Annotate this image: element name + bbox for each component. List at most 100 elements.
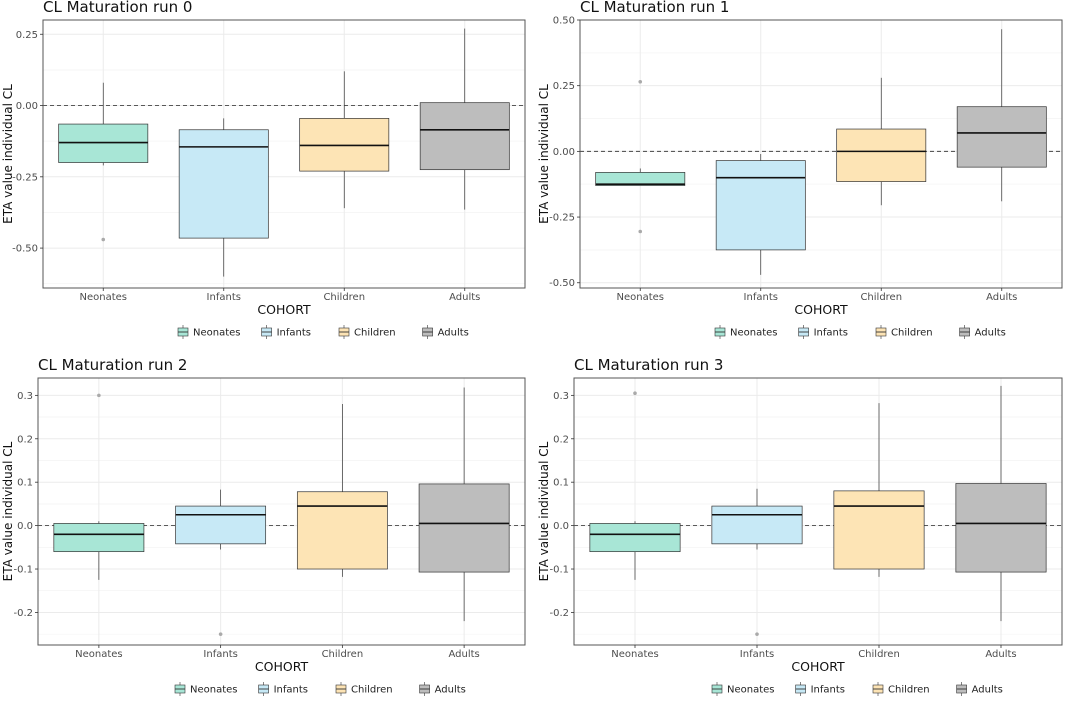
panel-border <box>573 377 1063 646</box>
legend: Neonates Infants Children Adults <box>177 325 469 339</box>
box-iqr <box>836 128 927 182</box>
legend-label: Adults <box>435 685 466 696</box>
y-axis-title: ETA value individual CL <box>1 441 15 581</box>
legend-label: Neonates <box>190 685 238 696</box>
panel-2: CL Maturation run 2 0.3 0.2 0.1 0.0 -0.1 -0.2 N… <box>1 356 526 696</box>
y-axis-title: ETA value individual CL <box>537 441 551 581</box>
box-infants <box>715 154 806 275</box>
box-iqr <box>833 490 925 570</box>
box-iqr <box>53 523 145 553</box>
y-axis-title: ETA value individual CL <box>537 84 551 224</box>
x-tick-label: Infants <box>207 292 241 303</box>
box-infants <box>178 118 269 277</box>
box-neonates <box>595 79 686 234</box>
panel-border <box>579 19 1063 289</box>
y-tick-label: 0.25 <box>16 30 38 41</box>
y-tick-label: -0.2 <box>13 608 33 619</box>
outlier-point <box>97 393 101 398</box>
legend-item-neonates: Neonates <box>711 682 775 696</box>
x-axis-title: COHORT <box>257 302 311 317</box>
x-tick-label: Children <box>322 649 364 660</box>
box-children <box>299 71 390 209</box>
panel-title: CL Maturation run 2 <box>38 356 187 374</box>
legend-item-adults: Adults <box>956 682 1003 696</box>
legend-item-adults: Adults <box>422 325 469 339</box>
outlier-point <box>638 79 643 84</box>
y-tick-label: 0.3 <box>17 391 33 402</box>
x-tick-label: Adults <box>986 292 1017 303</box>
y-tick-label: 0.00 <box>553 147 575 158</box>
box-iqr <box>419 102 510 171</box>
legend-label: Neonates <box>193 328 241 339</box>
legend-label: Adults <box>972 685 1003 696</box>
legend-label: Children <box>351 685 393 696</box>
legend-item-infants: Infants <box>795 682 845 696</box>
legend-item-neonates: Neonates <box>177 325 241 339</box>
outlier-point <box>638 229 643 234</box>
panel-border <box>42 19 526 289</box>
legend-label: Infants <box>277 328 311 339</box>
legend-item-infants: Infants <box>798 325 848 339</box>
legend: Neonates Infants Children Adults <box>711 682 1003 696</box>
x-tick-label: Infants <box>744 292 778 303</box>
box-infants <box>175 489 267 636</box>
legend-item-infants: Infants <box>261 325 311 339</box>
y-tick-label: 0.25 <box>553 81 575 92</box>
legend-label: Children <box>888 685 930 696</box>
y-tick-label: -0.2 <box>549 608 569 619</box>
legend-item-children: Children <box>875 325 933 339</box>
x-tick-label: Children <box>858 649 900 660</box>
outlier-point <box>755 632 759 636</box>
panel-title: CL Maturation run 0 <box>43 0 192 16</box>
x-axis-title: COHORT <box>794 302 848 317</box>
panel-title: CL Maturation run 1 <box>580 0 729 16</box>
outlier-point <box>218 632 223 636</box>
legend-item-neonates: Neonates <box>174 682 238 696</box>
box-adults <box>956 29 1047 202</box>
legend-label: Children <box>891 328 933 339</box>
y-tick-label: 0.0 <box>17 521 33 532</box>
legend-label: Infants <box>811 685 845 696</box>
legend-label: Infants <box>274 685 308 696</box>
y-tick-label: 0.50 <box>553 16 575 27</box>
x-tick-label: Children <box>323 292 365 303</box>
panel-title: CL Maturation run 3 <box>574 356 723 374</box>
legend: Neonates Infants Children Adults <box>714 325 1006 339</box>
box-iqr <box>955 483 1047 573</box>
legend-label: Children <box>354 328 396 339</box>
box-neonates <box>53 393 145 580</box>
panel-3: CL Maturation run 3 0.3 0.2 0.1 0.0 -0.1 -0.2 N… <box>537 356 1063 696</box>
panel-border <box>37 377 526 646</box>
outlier-point <box>633 391 637 395</box>
box-iqr <box>418 483 510 573</box>
box-iqr <box>595 172 686 186</box>
panel-1: CL Maturation run 1 0.50 0.25 0.00 -0.25 -0.5… <box>537 0 1063 339</box>
x-tick-label: Adults <box>449 292 480 303</box>
x-tick-label: Adults <box>985 649 1016 660</box>
box-neonates <box>58 82 149 242</box>
legend-label: Neonates <box>730 328 778 339</box>
y-tick-label: 0.00 <box>16 101 38 112</box>
x-tick-label: Infants <box>740 649 774 660</box>
legend-item-adults: Adults <box>419 682 466 696</box>
box-iqr <box>956 106 1047 168</box>
y-tick-label: -0.25 <box>549 213 575 224</box>
box-iqr <box>589 523 681 553</box>
y-tick-label: 0.2 <box>17 434 33 445</box>
y-tick-label: -0.50 <box>12 244 38 255</box>
legend-item-children: Children <box>872 682 930 696</box>
box-adults <box>419 28 510 210</box>
y-tick-label: -0.1 <box>549 565 569 576</box>
y-tick-label: -0.25 <box>12 172 38 183</box>
box-adults <box>955 385 1047 622</box>
x-tick-label: Children <box>860 292 902 303</box>
legend-label: Adults <box>438 328 469 339</box>
box-iqr <box>715 160 806 251</box>
legend-item-infants: Infants <box>258 682 308 696</box>
y-tick-label: 0.2 <box>553 434 569 445</box>
x-tick-label: Adults <box>448 649 479 660</box>
box-children <box>836 77 927 206</box>
y-tick-label: 0.3 <box>553 391 569 402</box>
legend-label: Infants <box>814 328 848 339</box>
